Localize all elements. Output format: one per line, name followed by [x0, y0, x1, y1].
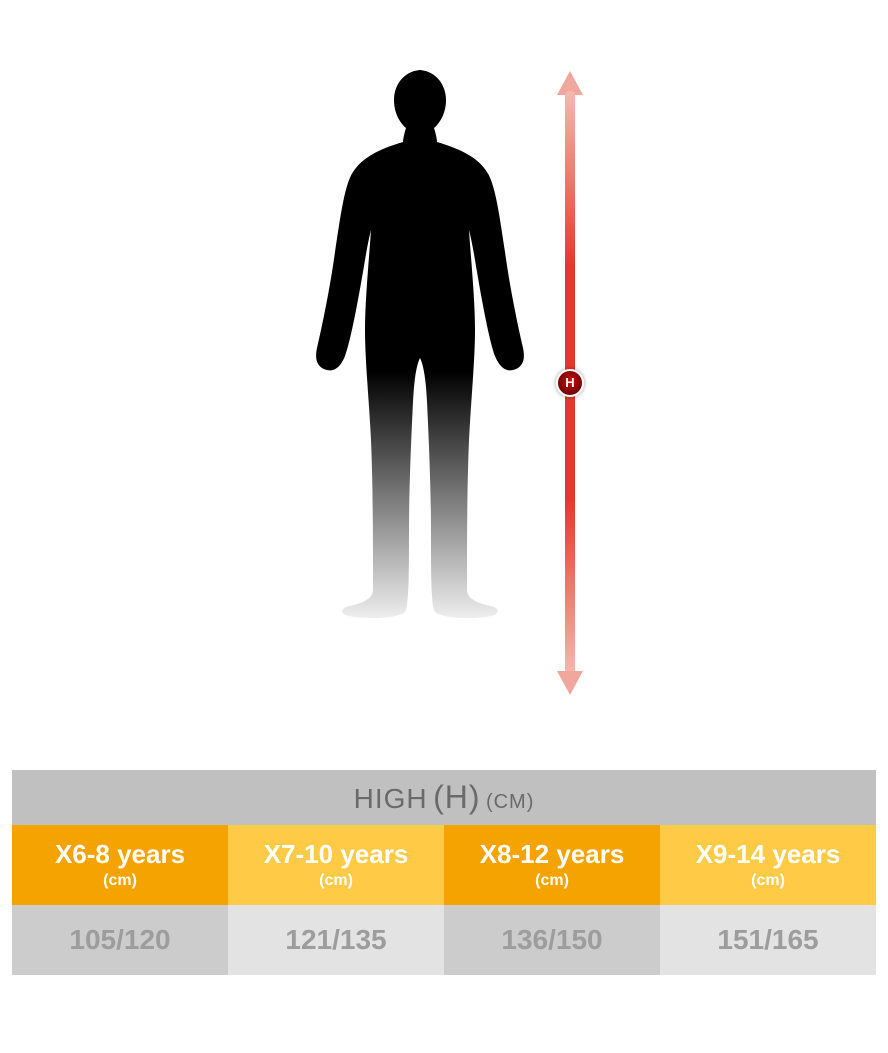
age-label: X8-12 years: [480, 840, 625, 869]
value: 136/150: [501, 924, 602, 956]
value: 105/120: [69, 924, 170, 956]
age-unit: (cm): [103, 872, 137, 890]
size-chart-infographic: H HIGH (H) (CM) X6-8 years (cm) X7-10 ye…: [0, 0, 888, 1053]
age-cell-0: X6-8 years (cm): [12, 825, 228, 905]
value: 151/165: [717, 924, 818, 956]
age-cell-3: X9-14 years (cm): [660, 825, 876, 905]
value: 121/135: [285, 924, 386, 956]
age-cell-2: X8-12 years (cm): [444, 825, 660, 905]
value-cell-0: 105/120: [12, 905, 228, 975]
table-title-row: HIGH (H) (CM): [12, 770, 876, 825]
age-label: X7-10 years: [264, 840, 409, 869]
value-row: 105/120 121/135 136/150 151/165: [12, 905, 876, 975]
age-row: X6-8 years (cm) X7-10 years (cm) X8-12 y…: [12, 825, 876, 905]
age-unit: (cm): [751, 872, 785, 890]
value-cell-2: 136/150: [444, 905, 660, 975]
age-label: X6-8 years: [55, 840, 185, 869]
table-title: HIGH (H) (CM): [12, 770, 876, 825]
size-table: HIGH (H) (CM) X6-8 years (cm) X7-10 year…: [12, 770, 876, 975]
arrow-down-icon: [557, 671, 583, 695]
height-badge: H: [556, 369, 584, 397]
height-arrow: H: [555, 73, 585, 693]
age-label: X9-14 years: [696, 840, 841, 869]
age-unit: (cm): [319, 872, 353, 890]
title-unit: (CM): [486, 791, 534, 813]
body-silhouette: [300, 70, 540, 710]
title-main: HIGH: [354, 783, 428, 814]
age-unit: (cm): [535, 872, 569, 890]
age-cell-1: X7-10 years (cm): [228, 825, 444, 905]
title-symbol: (H): [433, 779, 480, 815]
value-cell-3: 151/165: [660, 905, 876, 975]
figure-area: H: [0, 20, 888, 740]
value-cell-1: 121/135: [228, 905, 444, 975]
